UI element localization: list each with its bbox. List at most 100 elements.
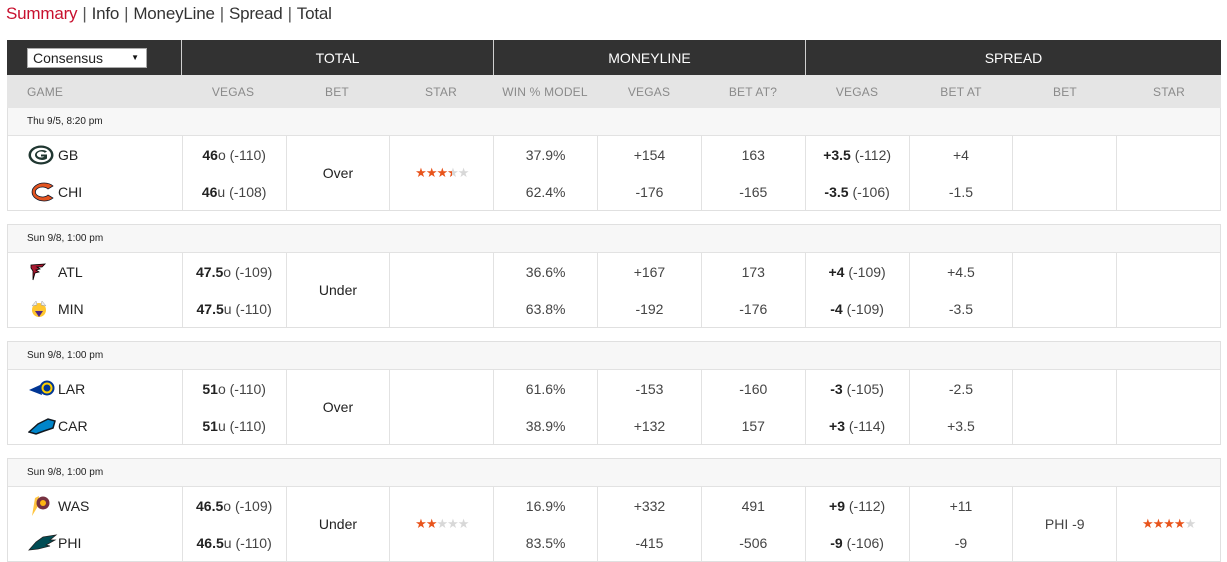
source-select[interactable]: Consensus ▼ bbox=[27, 47, 147, 68]
game-date: Thu 9/5, 8:20 pm bbox=[8, 108, 1220, 136]
team-away[interactable]: GB bbox=[28, 136, 78, 173]
spread-bet-at-cell: +4.5 -3.5 bbox=[908, 253, 1013, 327]
game-block: Sun 9/8, 1:00 pm LAR CAR 51 o (-110) 51 u … bbox=[7, 341, 1221, 445]
ml-bet-at: -160 bbox=[739, 380, 768, 397]
col-spread-bet[interactable]: BET bbox=[1053, 84, 1077, 99]
spread-vegas-cell: +4 (-109) -4 (-109) bbox=[804, 253, 909, 327]
spread-num: -9 bbox=[830, 534, 843, 551]
col-win-model[interactable]: WIN % MODEL bbox=[502, 84, 588, 99]
ml-vegas: +167 bbox=[633, 263, 666, 280]
team-home[interactable]: PHI bbox=[28, 524, 81, 561]
col-game[interactable]: GAME bbox=[27, 84, 64, 99]
game-date: Sun 9/8, 1:00 pm bbox=[8, 459, 1220, 487]
total-num: 46 bbox=[202, 146, 218, 163]
spread-star-cell bbox=[1116, 136, 1220, 210]
total-num: 47.5 bbox=[196, 263, 224, 280]
ml-bet-at: 157 bbox=[741, 417, 765, 434]
star-rating-icon: ★★★★★ bbox=[1141, 516, 1196, 531]
spread-odds: (-109) bbox=[846, 300, 884, 317]
total-side: o bbox=[223, 263, 232, 280]
total-num: 47.5 bbox=[196, 300, 224, 317]
total-num: 46 bbox=[201, 183, 218, 200]
col-ml-bet-at[interactable]: BET AT? bbox=[728, 84, 778, 99]
win-pct: 36.6% bbox=[525, 263, 566, 280]
col-spread-bet-at[interactable]: BET AT bbox=[940, 84, 982, 99]
total-num: 51 bbox=[202, 380, 218, 397]
spread-odds: (-112) bbox=[854, 146, 892, 163]
total-side: o bbox=[223, 497, 232, 514]
falcons-logo-icon bbox=[28, 261, 58, 283]
nav-info[interactable]: Info bbox=[91, 4, 120, 23]
total-odds: (-108) bbox=[229, 183, 267, 200]
ml-vegas: -192 bbox=[635, 300, 664, 317]
total-bet-cell: Over bbox=[285, 136, 390, 210]
spread-num: +4 bbox=[828, 263, 845, 280]
team-abbr: LAR bbox=[58, 380, 86, 397]
total-odds: (-110) bbox=[229, 146, 266, 163]
odds-table: Consensus ▼ TOTAL MONEYLINE SPREAD GAME … bbox=[7, 40, 1221, 562]
team-abbr: CAR bbox=[58, 417, 88, 434]
total-side: o bbox=[217, 146, 226, 163]
total-bet-cell: Over bbox=[285, 370, 390, 444]
total-star-cell: ★★★★★ bbox=[389, 136, 493, 210]
ml-vegas-cell: +332 -415 bbox=[597, 487, 701, 561]
col-total-vegas[interactable]: VEGAS bbox=[211, 84, 255, 99]
game-teams-cell: GB CHI bbox=[8, 136, 182, 210]
nav-total[interactable]: Total bbox=[296, 4, 332, 23]
nav-separator: | bbox=[219, 4, 224, 23]
col-spread-vegas[interactable]: VEGAS bbox=[835, 84, 879, 99]
total-vegas-over: 46.5 o (-109) bbox=[196, 487, 272, 524]
team-home[interactable]: CAR bbox=[28, 407, 88, 444]
total-star-cell bbox=[389, 253, 493, 327]
game-row[interactable]: GB CHI 46 o (-110) 46 u (-108) Over ★★★★ ★ … bbox=[8, 136, 1220, 210]
game-row[interactable]: ATL MIN 47.5 o (-109) 47.5 u (-110) Under … bbox=[8, 253, 1220, 327]
rams-logo-icon bbox=[28, 378, 58, 400]
bears-logo-icon bbox=[28, 181, 58, 203]
win-model-cell: 16.9% 83.5% bbox=[493, 487, 597, 561]
col-spread-star[interactable]: STAR bbox=[1153, 84, 1185, 99]
total-side: o bbox=[217, 380, 226, 397]
win-pct: 62.4% bbox=[525, 183, 566, 200]
ml-bet-at: 163 bbox=[741, 146, 765, 163]
total-odds: (-110) bbox=[229, 417, 266, 434]
ml-bet-at: 491 bbox=[741, 497, 765, 514]
col-total-star[interactable]: STAR bbox=[425, 84, 457, 99]
spread-bet-at: +3.5 bbox=[947, 417, 975, 434]
team-abbr: GB bbox=[58, 146, 79, 163]
spread-bet-at-cell: +11 -9 bbox=[908, 487, 1013, 561]
ml-bet-at-cell: 163 -165 bbox=[700, 136, 805, 210]
team-abbr: PHI bbox=[58, 534, 82, 551]
team-abbr: CHI bbox=[58, 183, 83, 200]
total-vegas-cell: 51 o (-110) 51 u (-110) bbox=[181, 370, 286, 444]
team-away[interactable]: LAR bbox=[28, 370, 85, 407]
nav-summary[interactable]: Summary bbox=[6, 4, 78, 23]
ml-bet-at-cell: 491 -506 bbox=[700, 487, 805, 561]
nav-spread[interactable]: Spread bbox=[228, 4, 283, 23]
total-bet-cell: Under bbox=[285, 253, 390, 327]
column-header-row: GAME VEGAS BET STAR WIN % MODEL VEGAS BE… bbox=[7, 75, 1221, 108]
nav-moneyline[interactable]: MoneyLine bbox=[133, 4, 215, 23]
total-vegas-under: 46 u (-108) bbox=[202, 173, 267, 210]
spread-bet-at-cell: +4 -1.5 bbox=[908, 136, 1013, 210]
team-away[interactable]: WAS bbox=[28, 487, 89, 524]
team-home[interactable]: CHI bbox=[28, 173, 82, 210]
team-home[interactable]: MIN bbox=[28, 290, 84, 327]
col-ml-vegas[interactable]: VEGAS bbox=[627, 84, 671, 99]
col-total-bet[interactable]: BET bbox=[325, 84, 349, 99]
spread-odds: (-105) bbox=[846, 380, 884, 397]
game-date: Sun 9/8, 1:00 pm bbox=[8, 225, 1220, 253]
game-row[interactable]: LAR CAR 51 o (-110) 51 u (-110) Over 61.6%… bbox=[8, 370, 1220, 444]
ml-vegas: +154 bbox=[633, 146, 666, 163]
spread-bet-cell bbox=[1012, 253, 1116, 327]
team-away[interactable]: ATL bbox=[28, 253, 83, 290]
total-side: u bbox=[223, 300, 232, 317]
total-vegas-over: 47.5 o (-109) bbox=[196, 253, 272, 290]
chevron-down-icon: ▼ bbox=[131, 52, 139, 62]
ml-bet-at-cell: -160 157 bbox=[700, 370, 805, 444]
total-odds: (-109) bbox=[234, 263, 273, 280]
game-row[interactable]: WAS PHI 46.5 o (-109) 46.5 u (-110) Under … bbox=[8, 487, 1220, 561]
total-vegas-cell: 46 o (-110) 46 u (-108) bbox=[181, 136, 286, 210]
vikings-logo-icon bbox=[28, 298, 58, 320]
total-num: 51 bbox=[202, 417, 218, 434]
spread-num: -4 bbox=[830, 300, 843, 317]
